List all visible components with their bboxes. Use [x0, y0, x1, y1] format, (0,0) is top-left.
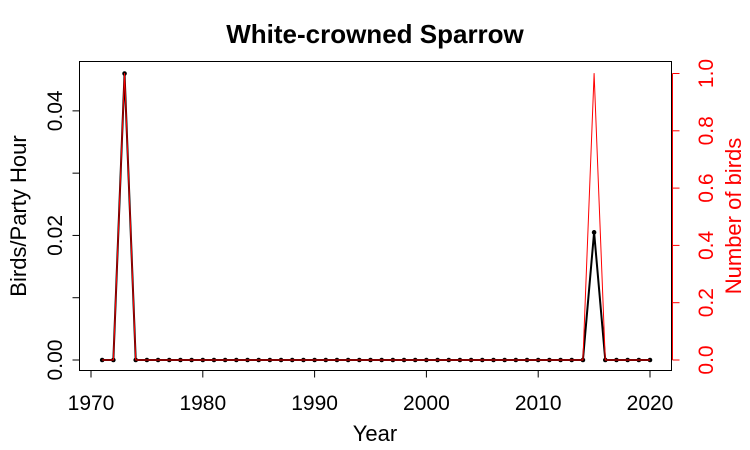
- y-tick-label-left: 0.00: [44, 340, 67, 381]
- y-tick-label-right: 0.2: [695, 288, 718, 317]
- series-line-number-of-birds: [102, 73, 650, 361]
- y-axis-left: 0.00 0.02 0.04: [44, 90, 80, 380]
- y-tick-label-left: 0.04: [44, 90, 67, 131]
- series-line-birds-per-party-hour: [102, 72, 650, 361]
- x-tick-label: 1980: [179, 392, 226, 415]
- x-tick-label: 2000: [403, 392, 450, 415]
- data-point-birds-per-party-hour: [591, 230, 597, 235]
- y-axis-right: 0.0 0.2 0.4 0.6 0.8 1.0: [672, 59, 718, 375]
- y-tick-label-right: 0.4: [695, 230, 718, 260]
- x-tick-label: 2010: [515, 392, 562, 415]
- series-layer: [99, 71, 653, 363]
- x-axis: 1970 1980 1990 2000 2010 2020: [68, 370, 674, 415]
- y-tick-label-right: 0.6: [695, 173, 718, 202]
- plot-frame: [79, 61, 672, 371]
- x-tick-label: 2020: [627, 392, 674, 415]
- data-point-birds-per-party-hour: [99, 357, 105, 363]
- chart-title: White-crowned Sparrow: [226, 19, 524, 49]
- y-tick-label-right: 0.0: [695, 345, 718, 374]
- y-axis-label-right: Number of birds: [721, 138, 746, 295]
- y-axis-label-left: Birds/Party Hour: [6, 135, 31, 296]
- x-tick-label: 1990: [291, 392, 338, 415]
- y-tick-label-left: 0.02: [44, 215, 67, 256]
- x-axis-label: Year: [353, 421, 397, 446]
- y-tick-label-right: 1.0: [695, 59, 718, 88]
- y-tick-label-right: 0.8: [695, 116, 718, 145]
- x-tick-label: 1970: [68, 392, 115, 415]
